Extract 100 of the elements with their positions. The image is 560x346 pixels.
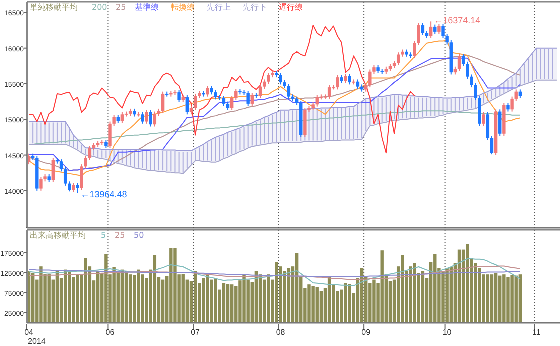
candlestick [417,22,420,46]
text: 転換線 [171,3,195,12]
bar [194,271,198,323]
candlestick [328,84,332,100]
bar [96,271,100,323]
bar [116,271,120,323]
bar [206,274,210,323]
candlestick [178,90,181,104]
bar [84,258,88,323]
bar [498,276,502,323]
bar [226,284,230,323]
bar [344,283,348,323]
text: 25 [116,3,126,12]
candlestick [316,94,319,108]
candlestick [421,22,425,36]
candlestick [108,121,112,149]
bar [413,263,416,323]
bar [242,274,246,323]
bar [267,274,270,323]
candlestick [396,52,400,66]
legend-title: 単純移動平均 [30,3,78,12]
candlestick [486,112,490,141]
bar [161,280,165,323]
x-tick-label: 07 [191,328,201,337]
candlestick [72,182,76,193]
bar [40,266,43,323]
bar [230,284,234,323]
bar [48,274,51,323]
candlestick [279,72,282,86]
line-series [28,266,521,280]
candlestick [120,112,124,124]
candlestick [230,96,234,111]
candlestick [434,24,437,35]
bar [434,254,437,323]
candlestick [84,155,88,170]
bar [421,271,425,323]
x-tick-label: 09 [362,328,372,337]
line-series [28,258,521,286]
candlestick [442,24,445,39]
x-tick-label: 08 [276,328,286,337]
bar [409,266,412,323]
candlestick [368,69,372,88]
bar [170,248,173,323]
text: 先行下 [243,3,267,12]
candlestick [498,109,502,137]
candlestick [88,146,92,161]
candlestick [206,86,210,98]
line-series [28,25,416,154]
bar [320,291,324,323]
line-series [28,269,521,278]
annotation: ←13964.48 [80,189,128,200]
candlestick [194,93,198,111]
candlestick [429,21,433,39]
candlestick [52,158,55,183]
x-tick-label: 04 [24,328,34,337]
bar [214,278,218,323]
bar [442,271,445,323]
bar [112,267,116,323]
bar [316,287,319,323]
candlestick [267,72,270,84]
text: 25 [115,231,126,240]
bar [490,274,494,323]
x-tick-label: 06 [106,328,116,337]
candlestick [186,94,190,116]
bar [31,273,35,323]
candlestick [466,61,470,80]
legend-title: 出来高移動平均 [30,231,86,240]
bar [182,274,185,323]
candlestick [246,90,250,107]
candlestick [250,92,254,107]
candlestick [514,89,518,102]
bar [494,273,498,323]
bar [275,262,278,323]
candlestick [356,79,360,90]
candlestick [287,83,291,100]
bar [518,274,522,323]
text: 基準線 [135,3,159,12]
bar [295,253,299,323]
candlestick [336,74,340,90]
candlestick [490,136,494,156]
bar [312,286,315,323]
bar [502,274,506,323]
bar [124,271,128,323]
candlestick [234,88,238,101]
bar [380,250,384,323]
candlestick [482,112,486,127]
text: 5 [101,231,106,240]
text: 200 [92,3,108,12]
bar [486,274,490,323]
candlestick [344,74,348,84]
bar [287,268,291,323]
bar [514,276,518,323]
candlestick [76,182,80,194]
candlestick [438,24,441,35]
candlestick [413,40,416,59]
line-series [28,80,558,174]
bar [202,278,206,323]
candlestick [161,91,165,114]
candlestick [80,164,84,191]
bar [174,248,177,323]
